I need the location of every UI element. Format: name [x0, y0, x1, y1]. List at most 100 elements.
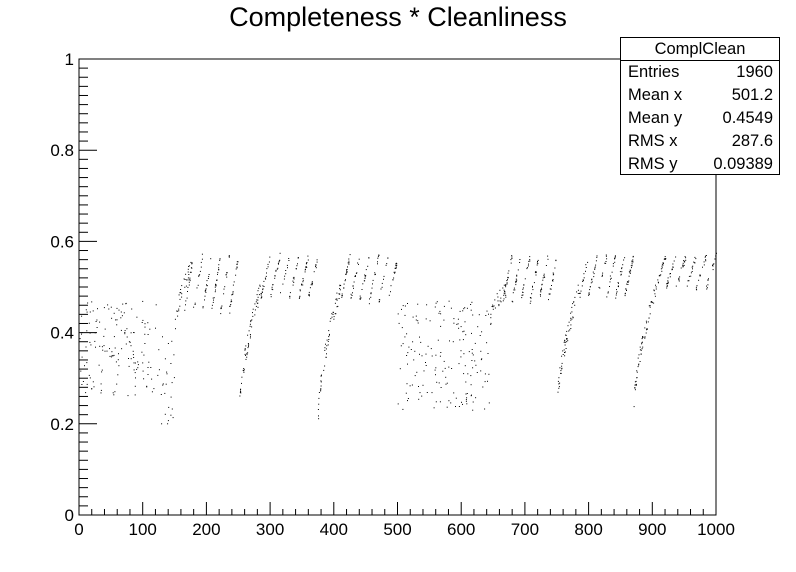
data-point	[346, 271, 348, 272]
data-point	[247, 352, 249, 354]
data-point	[326, 339, 328, 341]
data-point	[416, 371, 418, 373]
data-point	[89, 377, 91, 379]
data-point	[299, 295, 301, 297]
data-point	[544, 276, 546, 278]
data-point	[695, 286, 697, 288]
data-point	[95, 346, 96, 348]
data-point	[265, 275, 267, 277]
data-point	[574, 304, 576, 306]
data-point	[120, 317, 122, 319]
data-point	[641, 342, 643, 344]
data-point	[417, 303, 419, 305]
data-point	[571, 318, 573, 320]
data-point	[232, 284, 234, 286]
data-point	[178, 308, 180, 310]
data-point	[644, 337, 646, 339]
data-point	[194, 302, 196, 304]
data-point	[236, 261, 238, 263]
data-point	[241, 376, 243, 378]
data-point	[646, 329, 647, 331]
data-point	[190, 271, 192, 273]
data-point	[715, 253, 717, 255]
data-point	[706, 285, 707, 287]
data-point	[708, 278, 709, 280]
data-point	[662, 264, 664, 266]
data-point	[99, 345, 101, 347]
data-point	[311, 282, 313, 284]
data-point	[510, 262, 512, 264]
data-point	[185, 273, 187, 275]
data-point	[593, 276, 595, 278]
data-point	[550, 288, 552, 290]
data-point	[104, 350, 106, 352]
data-point	[692, 268, 693, 270]
data-point	[583, 277, 585, 279]
data-point	[592, 271, 594, 273]
data-point	[367, 265, 369, 267]
data-point	[466, 393, 468, 394]
data-point	[130, 358, 132, 360]
data-point	[567, 340, 569, 342]
data-point	[286, 264, 288, 266]
data-point	[438, 382, 440, 384]
data-point	[180, 292, 182, 294]
data-point	[324, 349, 326, 351]
data-point	[438, 312, 440, 314]
data-point	[699, 274, 701, 276]
data-point	[492, 304, 494, 306]
data-point	[462, 331, 464, 333]
data-point	[332, 313, 334, 315]
data-point	[487, 353, 489, 354]
data-point	[629, 271, 631, 273]
data-point	[498, 305, 500, 307]
data-point	[155, 327, 156, 329]
y-tick-label: 1	[65, 50, 74, 69]
data-point	[244, 353, 246, 355]
data-point	[703, 261, 705, 263]
data-point	[417, 320, 419, 322]
data-point	[315, 267, 317, 269]
data-point	[439, 355, 441, 357]
data-point	[703, 264, 705, 266]
data-point	[293, 278, 295, 280]
data-point	[395, 265, 397, 267]
data-point	[274, 275, 276, 277]
data-point	[644, 336, 646, 338]
data-point	[274, 277, 276, 279]
data-point	[699, 275, 701, 277]
data-point	[462, 310, 464, 312]
data-point	[365, 269, 367, 271]
data-point	[174, 318, 176, 320]
data-point	[141, 322, 143, 323]
data-point	[94, 340, 96, 342]
data-point	[443, 360, 445, 362]
data-point	[173, 377, 175, 379]
data-point	[230, 301, 232, 303]
data-point	[480, 359, 482, 361]
data-point	[626, 283, 628, 285]
data-point	[186, 297, 188, 299]
data-point	[309, 287, 311, 289]
data-point	[81, 333, 82, 335]
data-point	[494, 307, 496, 309]
data-point	[536, 264, 538, 266]
data-point	[92, 381, 94, 383]
data-point	[237, 261, 239, 263]
data-point	[133, 369, 135, 371]
data-point	[347, 266, 348, 268]
data-point	[333, 316, 335, 318]
data-point	[494, 299, 496, 301]
data-point	[435, 354, 437, 356]
data-point	[104, 328, 106, 330]
data-point	[609, 275, 611, 277]
data-point	[614, 257, 616, 259]
data-point	[516, 274, 518, 276]
data-point	[430, 348, 432, 350]
data-point	[670, 273, 671, 274]
data-point	[589, 286, 591, 288]
data-point	[320, 380, 322, 382]
data-point	[205, 288, 207, 290]
data-point	[659, 275, 661, 277]
data-point	[215, 285, 217, 287]
